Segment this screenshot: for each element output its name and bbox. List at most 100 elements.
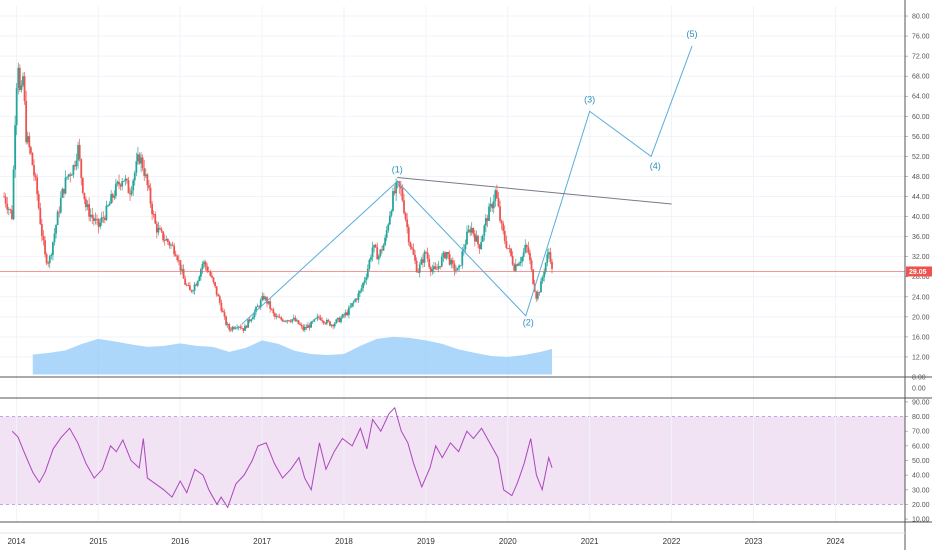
candle-body <box>464 244 467 250</box>
candle-body <box>89 214 92 217</box>
wave-label: (3) <box>584 94 595 104</box>
candle-body <box>127 180 130 194</box>
candle-body <box>456 267 459 271</box>
rsi-tick-label: 30.00 <box>912 487 930 494</box>
candle-body <box>165 238 168 241</box>
candle-body <box>286 320 289 322</box>
candle-body <box>203 261 205 265</box>
x-tick-label: 2015 <box>89 537 107 546</box>
candle-body <box>505 241 508 248</box>
candle-body <box>344 312 347 316</box>
candle-body <box>401 188 404 201</box>
candle-body <box>412 248 415 255</box>
candle-body <box>33 165 35 176</box>
candle-body <box>34 175 37 178</box>
y-tick-label: 76.00 <box>912 34 930 41</box>
candle-body <box>53 233 56 243</box>
candle-body <box>198 276 201 282</box>
candle-body <box>319 317 322 321</box>
candle-body <box>143 168 146 176</box>
candle-body <box>56 211 59 226</box>
y-tick-label: 60.00 <box>912 114 930 121</box>
candle-body <box>388 215 391 225</box>
candle-body <box>102 217 105 219</box>
wave-label: (5) <box>687 29 698 39</box>
candle-body <box>368 259 371 269</box>
candle-layer <box>3 62 553 334</box>
candle-body <box>296 320 298 322</box>
candle-body <box>303 326 306 331</box>
candle-body <box>459 265 462 267</box>
rsi-band <box>0 416 905 505</box>
candle-body <box>404 213 407 220</box>
candle-body <box>379 249 382 256</box>
rsi-tick-label: 70.00 <box>912 429 930 436</box>
y-tick-label: 24.00 <box>912 294 930 301</box>
candle-body <box>475 235 478 242</box>
candle-body <box>212 277 215 283</box>
candle-body <box>321 320 324 322</box>
candle-body <box>349 306 352 308</box>
candle-body <box>420 259 423 265</box>
candle-body <box>45 254 48 264</box>
candle-body <box>314 318 317 320</box>
candle-body <box>461 251 464 266</box>
candle-body <box>277 316 279 318</box>
candle-body <box>135 161 138 173</box>
candle-body <box>310 321 313 328</box>
candle-body <box>111 194 114 198</box>
candle-body <box>114 183 117 196</box>
candle-body <box>496 190 498 199</box>
candle-body <box>215 286 218 295</box>
candle-body <box>551 261 553 269</box>
candle-body <box>409 242 412 248</box>
candle-body <box>201 264 204 270</box>
candle-body <box>129 193 131 195</box>
candle-body <box>218 296 221 303</box>
y-tick-label: 64.00 <box>912 94 930 101</box>
candle-body <box>26 136 29 143</box>
candle-body <box>299 324 301 326</box>
candle-body <box>74 165 76 167</box>
candle-body <box>387 224 390 231</box>
candle-body <box>466 231 468 245</box>
candle-body <box>214 282 216 287</box>
candle-body <box>29 147 32 153</box>
candle-body <box>47 263 50 264</box>
candle-body <box>110 194 113 204</box>
y-tick-label: 68.00 <box>912 74 930 81</box>
macd-tick-label: 0.00 <box>912 386 926 393</box>
candle-body <box>500 220 503 224</box>
candle-body <box>332 324 335 327</box>
candle-body <box>23 76 26 102</box>
candle-body <box>9 209 12 210</box>
candle-body <box>458 265 461 268</box>
candle-body <box>251 317 254 320</box>
candle-body <box>417 271 420 273</box>
candle-body <box>168 241 171 246</box>
candle-body <box>444 252 446 259</box>
candle-body <box>451 260 454 264</box>
candle-body <box>536 292 539 299</box>
candle-body <box>338 317 341 323</box>
candle-body <box>351 303 353 307</box>
candle-body <box>426 252 429 259</box>
candle-body <box>231 327 234 331</box>
candle-body <box>311 321 314 323</box>
candle-body <box>371 247 374 258</box>
candle-body <box>256 306 259 308</box>
candle-body <box>144 174 147 176</box>
candle-body <box>225 316 227 325</box>
candle-body <box>77 145 79 161</box>
candle-body <box>236 327 239 329</box>
candle-body <box>492 201 495 209</box>
candle-body <box>436 268 438 270</box>
candle-body <box>362 282 364 289</box>
candle-body <box>318 316 320 318</box>
candle-body <box>261 295 264 301</box>
candle-body <box>255 306 257 312</box>
x-tick-label: 2021 <box>581 537 599 546</box>
rsi-tick-label: 20.00 <box>912 502 930 509</box>
label-layer: 2014 2015 2016 2017 2018 2019 2020 2021 2022 2023… <box>7 14 932 546</box>
